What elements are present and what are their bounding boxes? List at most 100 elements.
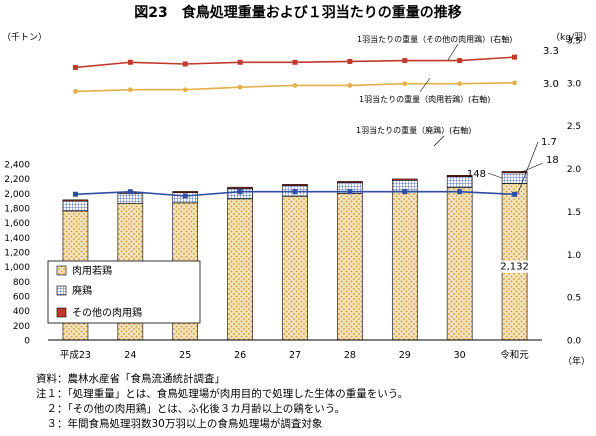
bar-hen <box>501 172 528 184</box>
x-tick-label: 30 <box>454 350 466 361</box>
bar-other <box>337 181 363 184</box>
line-other-weight-point <box>127 59 133 65</box>
x-tick-label: 25 <box>179 350 191 361</box>
line-other-weight-point <box>182 61 188 67</box>
series-label: 1羽当たりの重量（廃鶏）(右軸) <box>356 125 471 135</box>
line-broiler-weight-point <box>237 84 243 90</box>
series-label: 1羽当たりの重量（肉用若鶏）(右軸) <box>359 94 490 104</box>
left-tick-label: 2,200 <box>4 175 30 185</box>
left-axis: 0 200 400 600 800 1,000 1,200 1,400 1,600 1,800 2,… <box>4 161 30 347</box>
x-tick-label: 28 <box>344 350 356 361</box>
line-hen-weight-point <box>402 189 408 195</box>
note-1: 注１：「処理重量」とは、食鳥処理場が肉用目的で処理した生体の重量をいう。 <box>36 388 409 400</box>
right-tick-label: 2.0 <box>567 165 582 175</box>
value-label-hen-bar: 148 <box>467 169 486 180</box>
line-other-weight-point <box>512 54 518 60</box>
bar-broiler <box>282 195 308 341</box>
x-tick-label: 24 <box>124 350 136 361</box>
bar-hen <box>62 200 89 212</box>
line-broiler-weight-point <box>127 87 133 93</box>
series-label: 1羽当たりの重量（その他の肉用鶏）(右軸) <box>357 34 512 44</box>
series-labels: 1羽当たりの重量（その他の肉用鶏）(右軸) 1羽当たりの重量（肉用若鶏）(右軸) 1… <box>356 34 512 147</box>
x-axis: 平成23 24 25 26 27 28 29 30 令和元 <box>60 349 529 361</box>
value-leader-hen-bar <box>487 172 503 179</box>
left-tick-label: 2,400 <box>4 161 30 171</box>
left-tick-label: 2,000 <box>4 190 30 200</box>
value-labels: 3.3 3.0 1.7 18 148 2,132 <box>467 46 559 273</box>
legend-label-other: その他の肉用鶏 <box>72 306 142 319</box>
bar-other <box>227 186 253 189</box>
line-hen-weight-point <box>72 191 78 197</box>
series-label-leader <box>419 77 431 93</box>
line-other-weight-point <box>402 58 408 64</box>
legend: 肉用若鶏 廃鶏 その他の肉用鶏 <box>47 260 201 324</box>
line-broiler-weight-point <box>512 80 517 86</box>
value-label-hen-weight: 1.7 <box>541 137 557 148</box>
bar-broiler <box>227 198 253 341</box>
left-axis-unit: （千トン） <box>2 32 47 43</box>
bar-other <box>172 191 199 193</box>
bar-broiler <box>446 187 473 341</box>
legend-swatch-broiler <box>56 265 67 276</box>
right-tick-label: 3.5 <box>567 37 581 47</box>
legend-box <box>47 260 201 324</box>
line-hen-weight-point <box>237 189 243 195</box>
right-tick-label: 0.0 <box>567 337 582 347</box>
line-broiler-weight-point <box>402 81 408 87</box>
value-label-broiler-bar-bg <box>498 260 531 273</box>
legend-label-hen: 廃鶏 <box>72 284 92 297</box>
bar-other <box>391 178 418 181</box>
line-hen-weight-point <box>457 189 463 195</box>
note-3: ３：年間食鳥処理羽数30万羽以上の食鳥処理場が調査対象 <box>36 418 323 430</box>
left-tick-label: 800 <box>13 278 30 288</box>
value-label-other-weight: 3.3 <box>543 46 559 57</box>
bar-other <box>446 174 473 177</box>
chart: 図23 食鳥処理重量および１羽当たりの重量の推移 （千トン） （kg/羽） （年… <box>2 4 592 367</box>
left-tick-label: 1,000 <box>4 263 30 273</box>
left-tick-label: 600 <box>13 293 30 303</box>
legend-label-broiler: 肉用若鶏 <box>72 264 112 277</box>
bar-other <box>62 199 89 202</box>
bar-other <box>282 184 308 186</box>
x-axis-unit: （年） <box>563 355 590 367</box>
line-hen-weight-point <box>127 189 133 195</box>
x-tick-label: 29 <box>399 350 411 361</box>
line-hen-weight-point <box>182 193 188 199</box>
value-leader-hen-weight <box>517 141 539 195</box>
x-tick-label: 平成23 <box>60 349 91 361</box>
right-axis: 0.0 0.5 1.0 1.5 2.0 2.5 3.0 3.5 <box>567 37 582 347</box>
right-tick-label: 2.5 <box>567 122 581 132</box>
bar-broiler <box>391 190 418 341</box>
left-tick-label: 1,200 <box>4 249 30 259</box>
left-tick-label: 0 <box>24 337 30 347</box>
right-tick-label: 3.0 <box>567 79 582 89</box>
note-source: 資料：農林水産省「食鳥流通統計調査」 <box>36 373 225 385</box>
line-other-weight-point <box>237 59 243 65</box>
line-hen-weight-point <box>512 191 518 197</box>
value-leader-other-bar <box>520 162 544 173</box>
line-broiler-weight-point <box>457 81 463 87</box>
notes: 資料：農林水産省「食鳥流通統計調査」 注１：「処理重量」とは、食鳥処理場が肉用目… <box>36 372 408 432</box>
line-other-weight-point <box>347 58 353 64</box>
line-hen-weight-point <box>347 189 353 195</box>
line-hen-weight-point <box>292 189 298 195</box>
line-other-weight-point <box>292 59 298 65</box>
legend-swatch-hen <box>56 285 67 296</box>
line-series <box>72 54 518 199</box>
series-label-leader <box>433 135 445 147</box>
line-other-weight-point <box>457 58 463 64</box>
value-label-broiler-weight: 3.0 <box>543 79 559 90</box>
left-tick-label: 1,600 <box>4 219 30 229</box>
legend-swatch-other <box>56 307 67 318</box>
left-tick-label: 1,800 <box>4 205 30 215</box>
line-broiler-weight-point <box>73 89 78 94</box>
left-tick-label: 1,400 <box>4 234 30 244</box>
note-2: ２：「その他の肉用鶏」とは、ふ化後３カ月齢以上の鶏をいう。 <box>36 403 346 415</box>
bar-other <box>501 171 528 174</box>
value-label-broiler-bar: 2,132 <box>500 262 529 273</box>
chart-title: 図23 食鳥処理重量および１羽当たりの重量の推移 <box>134 4 461 21</box>
line-broiler-weight-point <box>292 83 298 88</box>
bar-hen <box>117 193 144 204</box>
right-tick-label: 0.5 <box>567 294 581 304</box>
x-tick-label: 26 <box>234 350 246 361</box>
